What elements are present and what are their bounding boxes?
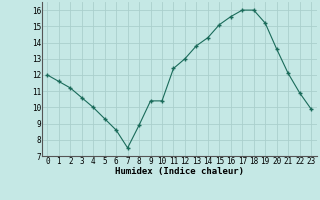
X-axis label: Humidex (Indice chaleur): Humidex (Indice chaleur) — [115, 167, 244, 176]
